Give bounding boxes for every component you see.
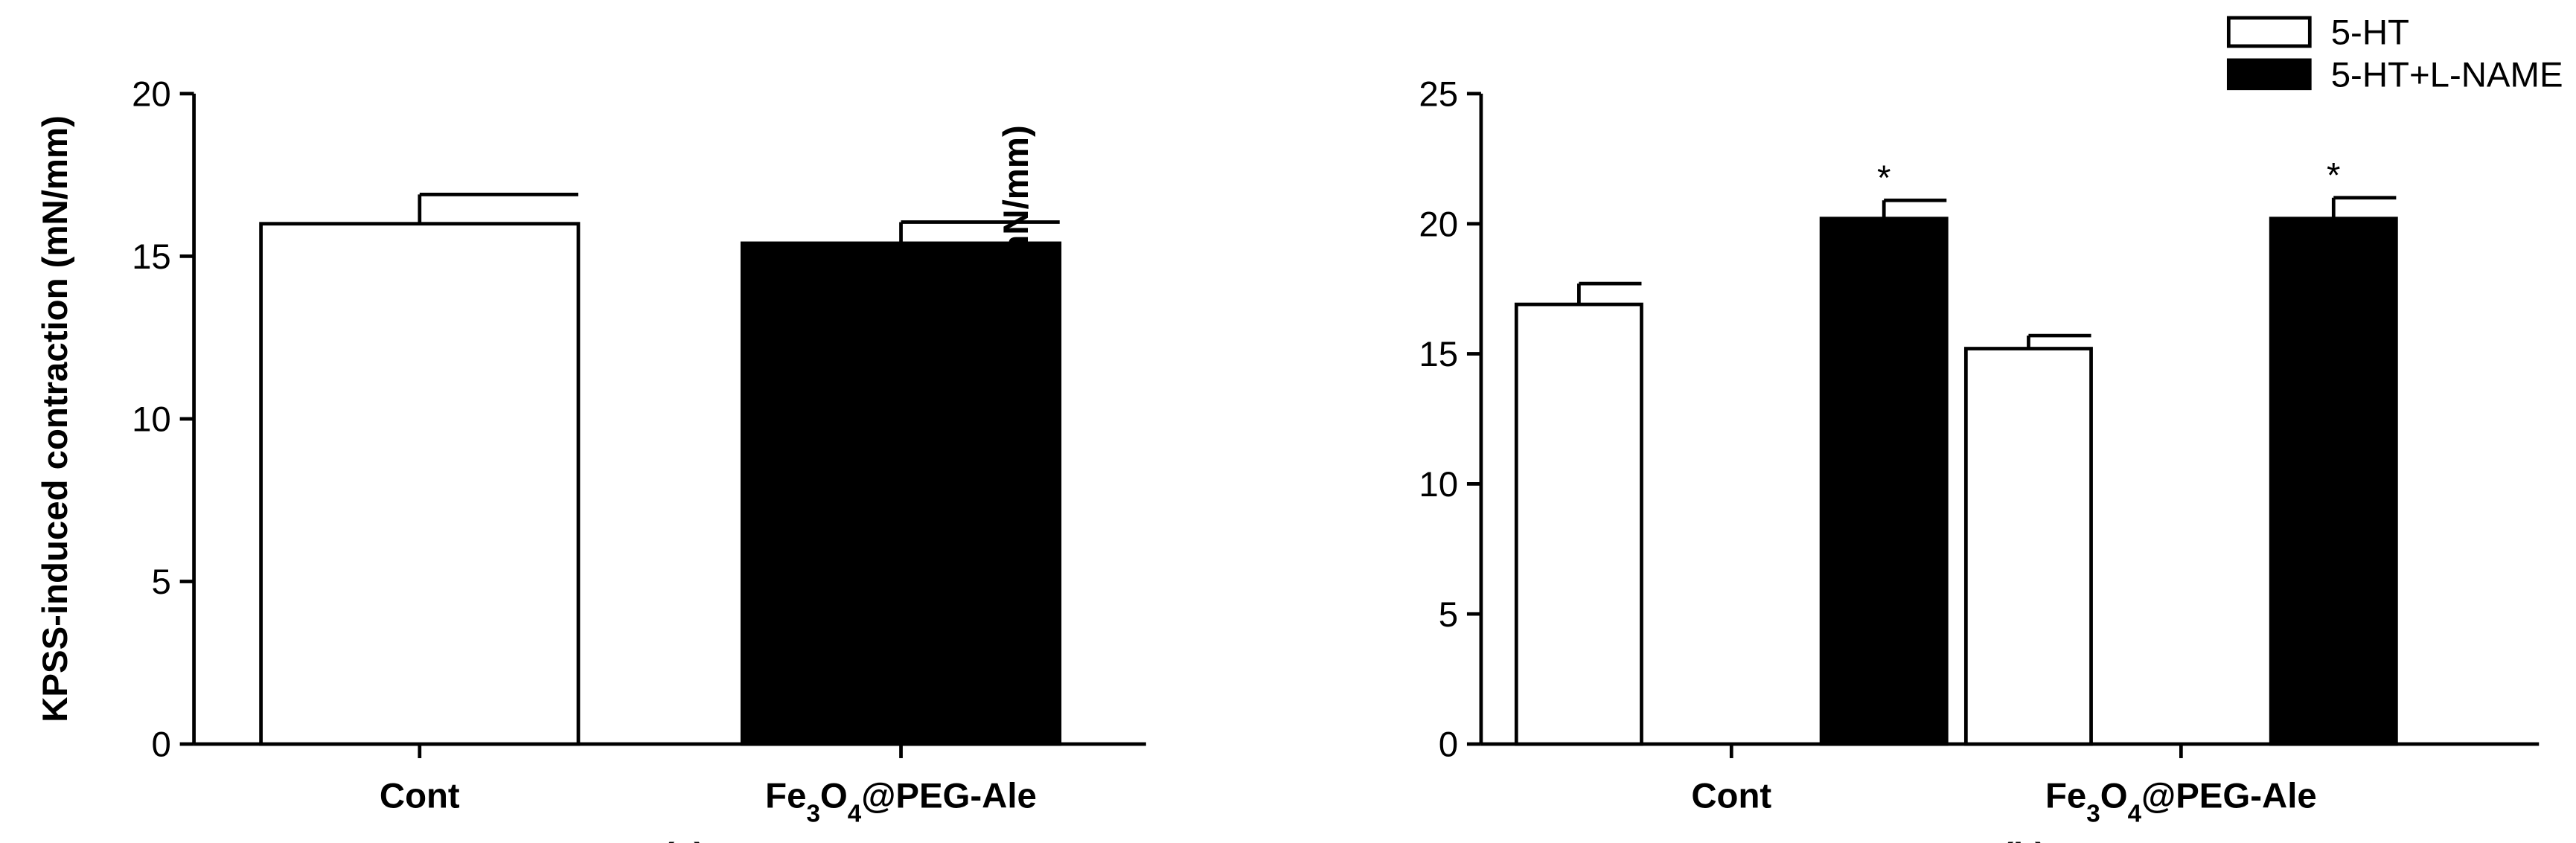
bar	[740, 241, 1062, 746]
bar	[2269, 217, 2398, 746]
y-axis-label: 5-HT-induced contraction (mN/mm)	[997, 125, 1036, 712]
y-tick-label: 5	[151, 562, 170, 602]
caption: (b)	[2001, 836, 2046, 843]
legend-swatch	[2226, 58, 2312, 91]
legend-swatch	[2226, 16, 2312, 48]
y-tick-label: 5	[1439, 595, 1458, 635]
y-axis-label: KPSS-induced contraction (mN/mm)	[36, 115, 75, 722]
y-tick-label: 0	[1439, 725, 1458, 765]
y-tick-label: 15	[132, 237, 171, 277]
x-tick-label: Cont	[1691, 776, 1771, 815]
annotation: *	[2327, 156, 2340, 196]
caption: (a)	[662, 836, 706, 843]
annotation: *	[1877, 158, 1891, 198]
y-tick-label: 25	[1419, 74, 1458, 114]
y-tick-label: 10	[132, 400, 171, 440]
legend-label: 5-HT+L-NAME	[2331, 55, 2563, 94]
legend-label: 5-HT	[2331, 13, 2409, 53]
y-tick-label: 20	[132, 74, 171, 114]
y-tick-label: 15	[1419, 335, 1458, 374]
bar	[259, 222, 581, 746]
y-tick-label: 0	[151, 725, 170, 765]
bar	[1963, 347, 2093, 746]
bar	[1514, 302, 1643, 746]
y-tick-label: 20	[1419, 205, 1458, 244]
x-tick-label: Fe3O4@PEG-Ale	[2045, 776, 2317, 827]
y-tick-label: 10	[1419, 465, 1458, 504]
x-tick-label: Fe3O4@PEG-Ale	[765, 776, 1037, 827]
x-tick-label: Cont	[380, 776, 460, 815]
bar	[1819, 217, 1949, 746]
